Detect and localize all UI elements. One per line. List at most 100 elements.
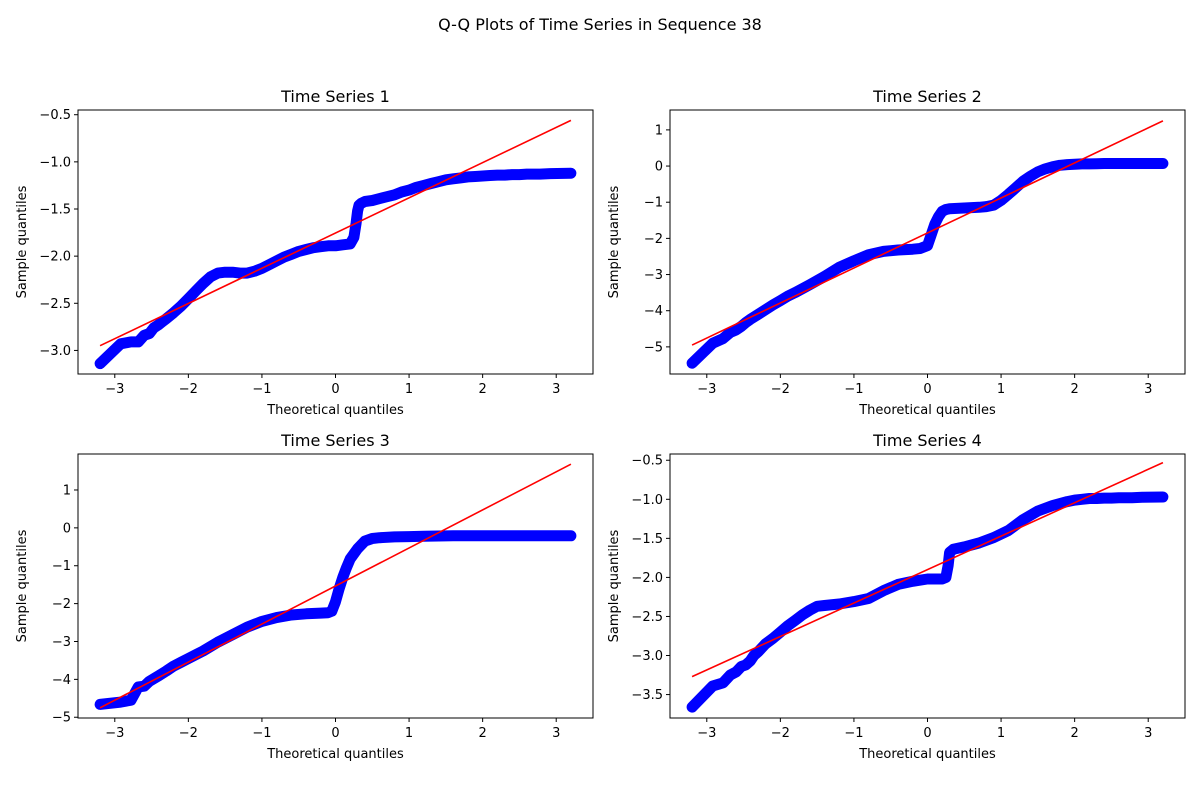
data-point xyxy=(1137,492,1147,502)
reference-line xyxy=(691,120,1164,346)
x-axis-label: Theoretical quantiles xyxy=(858,747,996,762)
x-tick-label: 2 xyxy=(1071,726,1079,741)
y-axis-label: Sample quantiles xyxy=(15,185,30,298)
x-tick-label: −1 xyxy=(252,382,271,397)
data-point xyxy=(864,250,874,260)
subplot-title: Time Series 4 xyxy=(872,431,982,450)
data-point xyxy=(116,339,126,349)
y-tick-label: −0.5 xyxy=(631,454,663,469)
data-point xyxy=(126,695,136,705)
y-tick-label: −2 xyxy=(52,597,71,612)
data-point xyxy=(1137,159,1147,168)
data-point xyxy=(161,314,171,324)
x-tick-label: 1 xyxy=(997,726,1005,741)
data-point xyxy=(783,621,793,631)
x-tick-label: −2 xyxy=(771,726,790,741)
data-point xyxy=(687,702,697,712)
y-tick-label: 0 xyxy=(63,521,71,536)
data-point xyxy=(1033,506,1043,516)
x-axis-label: Theoretical quantiles xyxy=(266,747,404,762)
data-point xyxy=(242,268,252,278)
reference-line xyxy=(691,461,1164,678)
data-point xyxy=(528,531,538,541)
data-point xyxy=(198,279,208,288)
data-point xyxy=(708,681,718,691)
subplot-title: Time Series 3 xyxy=(280,431,390,450)
data-point xyxy=(507,170,517,180)
data-point xyxy=(133,337,143,347)
data-point xyxy=(389,532,399,542)
data-point xyxy=(535,169,545,179)
data-point xyxy=(126,337,136,347)
data-point xyxy=(1127,493,1137,503)
data-point xyxy=(242,622,252,632)
data-point xyxy=(1055,160,1065,170)
y-tick-label: −2.0 xyxy=(39,250,71,265)
x-tick-label: −2 xyxy=(771,382,790,397)
data-point xyxy=(353,544,363,554)
plot-data-layer xyxy=(94,463,577,710)
data-point xyxy=(930,219,940,229)
data-point xyxy=(775,296,785,306)
subplot-4: Time Series 4 −3 −2 −1 0 1 2 3 −3.5 −3.0 −2.5 −2.0 −… xyxy=(607,431,1186,762)
data-point xyxy=(849,256,859,266)
data-point xyxy=(220,267,230,277)
data-point xyxy=(367,196,377,205)
data-point xyxy=(456,173,466,183)
data-point xyxy=(286,610,296,620)
data-point xyxy=(1099,159,1109,168)
data-point xyxy=(812,601,822,611)
data-point xyxy=(545,169,555,179)
data-point xyxy=(191,286,201,296)
y-tick-label: −5 xyxy=(644,340,663,355)
data-point xyxy=(687,358,697,368)
x-tick-label: −1 xyxy=(252,726,271,741)
x-tick-label: 0 xyxy=(331,382,339,397)
data-point xyxy=(708,338,718,348)
subplot-1: Time Series 1 −3 −2 −1 0 1 2 3 −3.0 −2.5 −2.0 −1.5 −… xyxy=(15,87,594,418)
data-point xyxy=(528,169,538,179)
y-tick-label: −2.0 xyxy=(631,571,663,586)
y-tick-label: 0 xyxy=(655,160,663,175)
subplot-3: Time Series 3−3 −2 −1 0 1 2 3−5−4−3−2−101Theor… xyxy=(15,431,594,762)
data-point xyxy=(1120,159,1130,168)
y-tick-label: −3.5 xyxy=(631,688,663,703)
data-point xyxy=(95,359,105,369)
x-tick-label: −2 xyxy=(179,726,198,741)
data-point xyxy=(213,637,223,647)
data-point xyxy=(1106,493,1116,503)
data-point xyxy=(820,271,829,281)
data-point xyxy=(775,627,785,637)
data-point xyxy=(805,605,815,615)
data-point xyxy=(718,678,728,688)
x-tick-label: −1 xyxy=(844,726,863,741)
data-point xyxy=(485,171,495,180)
data-point xyxy=(1003,526,1013,535)
data-point xyxy=(492,531,502,541)
x-tick-label: 1 xyxy=(405,726,413,741)
y-tick-label: −3 xyxy=(52,635,71,650)
reference-line xyxy=(99,119,572,347)
data-point xyxy=(331,597,340,607)
x-tick-label: −3 xyxy=(105,382,124,397)
data-point xyxy=(334,584,344,593)
data-point xyxy=(478,531,488,541)
data-point xyxy=(1018,176,1028,186)
y-tick-label: −1.5 xyxy=(631,532,663,547)
data-point xyxy=(342,563,351,573)
data-point xyxy=(1106,159,1116,168)
x-tick-label: 3 xyxy=(1144,382,1152,397)
data-point xyxy=(345,239,355,249)
data-point xyxy=(566,531,576,541)
data-point xyxy=(1099,493,1109,503)
data-point xyxy=(419,180,429,190)
data-point xyxy=(943,561,953,571)
data-point xyxy=(375,533,385,543)
x-tick-label: 0 xyxy=(923,726,931,741)
data-point xyxy=(404,185,414,195)
data-point xyxy=(1158,159,1168,168)
data-point xyxy=(1048,501,1058,511)
data-point xyxy=(1040,164,1050,174)
